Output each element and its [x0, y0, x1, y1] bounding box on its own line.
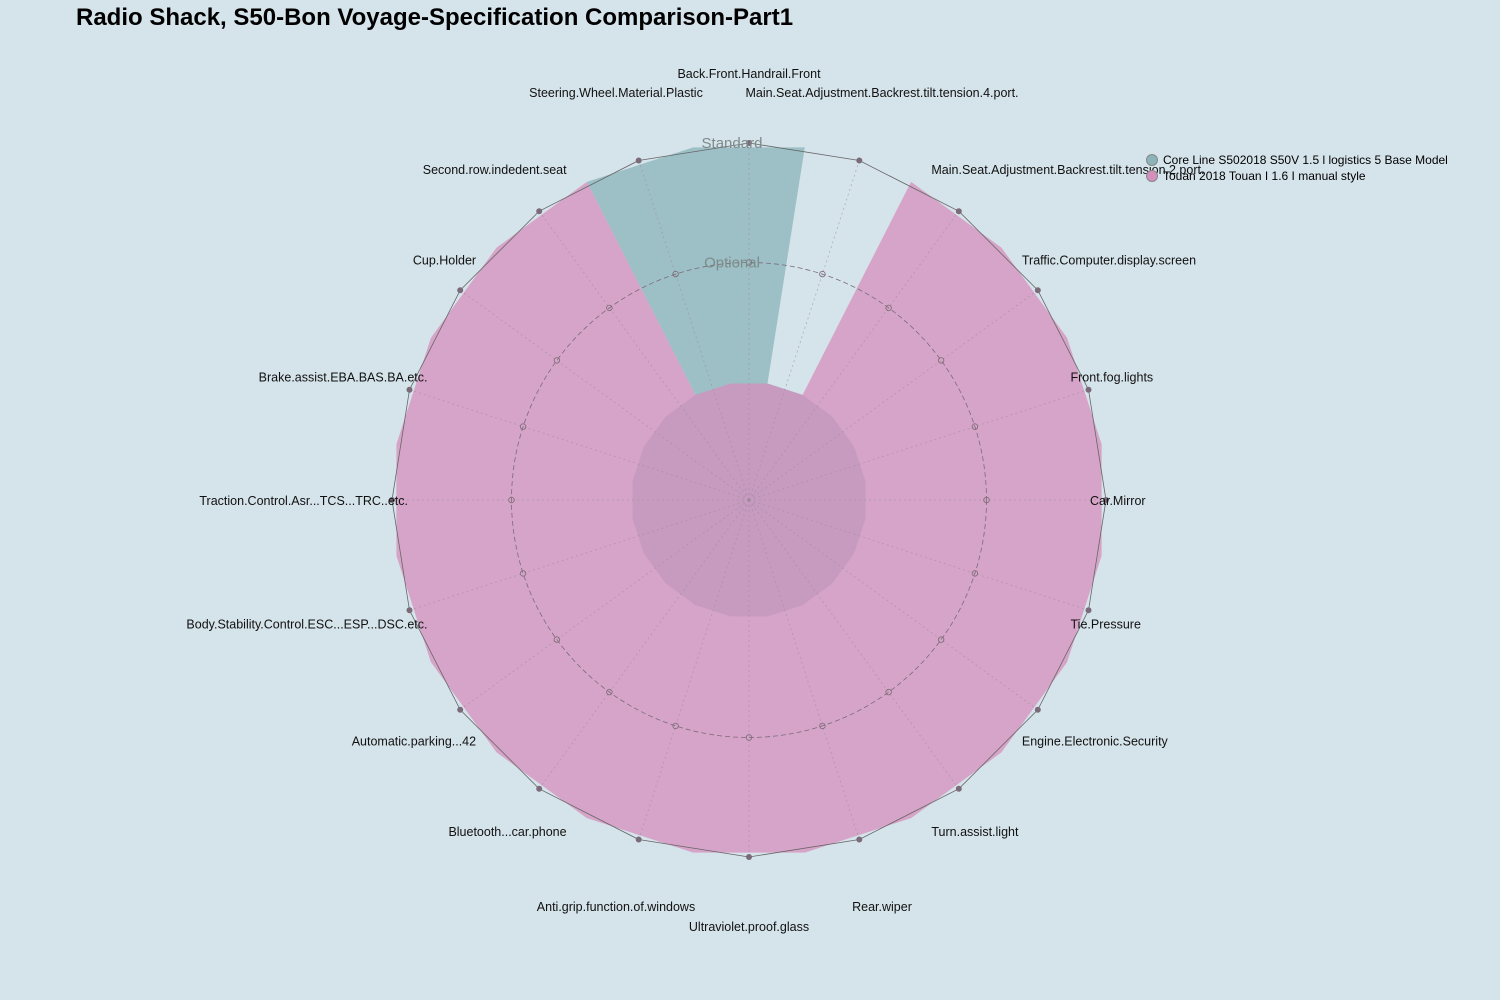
grid-point — [606, 304, 613, 312]
category-label: Steering.Wheel.Material.Plastic — [529, 86, 703, 100]
category-label: Ultraviolet.proof.glass — [689, 920, 809, 934]
category-label: Anti.grip.function.of.windows — [537, 900, 695, 914]
category-label: Body.Stability.Control.ESC...ESP...DSC.e… — [186, 617, 427, 631]
legend: Core Line S502018 S50V 1.5 l logistics 5… — [1146, 152, 1448, 184]
grid-point — [1085, 607, 1092, 614]
grid-point — [457, 287, 464, 294]
grid-point — [955, 208, 962, 215]
category-label: Main.Seat.Adjustment.Backrest.tilt.tensi… — [931, 163, 1204, 177]
series-area — [396, 181, 1102, 853]
grid-point — [508, 496, 515, 504]
category-label: Turn.assist.light — [931, 825, 1019, 839]
legend-swatch — [1146, 170, 1158, 182]
legend-item: Core Line S502018 S50V 1.5 l logistics 5… — [1146, 152, 1448, 168]
grid-point — [971, 570, 979, 577]
grid-point — [1034, 287, 1041, 294]
legend-label: Core Line S502018 S50V 1.5 l logistics 5… — [1163, 153, 1448, 167]
grid-point — [389, 497, 395, 503]
category-label: Traffic.Computer.display.screen — [1022, 254, 1196, 268]
grid-point — [672, 270, 679, 278]
grid-point — [672, 722, 679, 730]
grid-point — [746, 140, 752, 146]
category-label: Front.fog.lights — [1071, 371, 1154, 385]
grid-point — [937, 357, 945, 364]
grid-point — [1103, 497, 1109, 503]
grid-point — [983, 496, 990, 504]
category-label: Cup.Holder — [413, 254, 476, 268]
grid-point — [406, 386, 413, 393]
category-label: Tie.Pressure — [1071, 617, 1141, 631]
legend-item: Touan 2018 Touan I 1.6 I manual style — [1146, 168, 1448, 184]
grid-point — [885, 304, 892, 312]
grid-point — [819, 722, 826, 730]
category-label: Back.Front.Handrail.Front — [677, 67, 821, 81]
chart-title: Radio Shack, S50-Bon Voyage-Specificatio… — [76, 4, 794, 31]
grid-point — [937, 636, 945, 643]
grid-point — [885, 688, 892, 696]
grid-point — [635, 836, 642, 843]
legend-swatch — [1146, 154, 1158, 166]
grid-point — [519, 423, 527, 430]
grid-point — [745, 259, 753, 266]
grid-point — [553, 636, 561, 643]
category-label: Main.Seat.Adjustment.Backrest.tilt.tensi… — [745, 86, 1018, 100]
category-label: Engine.Electronic.Security — [1022, 734, 1169, 748]
grid-point — [1034, 706, 1041, 713]
grid-point — [406, 607, 413, 614]
grid-point — [856, 157, 863, 164]
category-label: Traction.Control.Asr...TCS...TRC..etc. — [199, 494, 408, 508]
grid-point — [746, 854, 752, 860]
category-label: Car.Mirror — [1090, 494, 1146, 508]
category-label: Bluetooth...car.phone — [448, 825, 566, 839]
grid-point — [553, 357, 561, 364]
grid-point — [606, 688, 613, 696]
grid-point — [955, 785, 962, 792]
grid-point — [819, 270, 826, 278]
grid-point — [635, 157, 642, 164]
level-label: Standard — [702, 135, 763, 152]
grid-point — [856, 836, 863, 843]
grid-point — [536, 785, 543, 792]
inner-ring — [511, 262, 987, 738]
grid-point — [457, 706, 464, 713]
grid-point — [745, 734, 753, 741]
grid-point — [1085, 386, 1092, 393]
level-label: Optional — [704, 255, 760, 272]
category-label: Automatic.parking...42 — [352, 734, 476, 748]
grid-point — [971, 423, 979, 430]
grid-point — [519, 570, 527, 577]
category-label: Second.row.indedent.seat — [423, 163, 567, 177]
legend-label: Touan 2018 Touan I 1.6 I manual style — [1163, 169, 1366, 183]
grid-point — [536, 208, 543, 215]
category-label: Brake.assist.EBA.BAS.BA.etc. — [259, 371, 428, 385]
category-label: Rear.wiper — [852, 900, 912, 914]
